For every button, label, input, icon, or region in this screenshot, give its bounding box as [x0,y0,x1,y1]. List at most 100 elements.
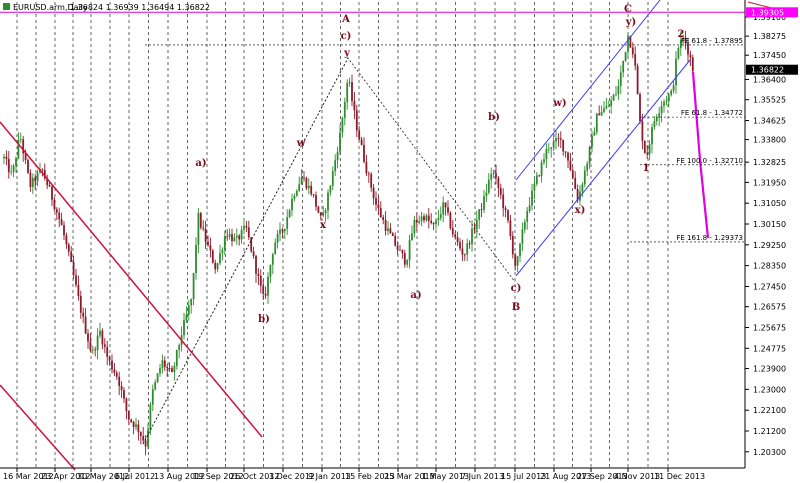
candle-body [415,219,418,223]
y-tick-label: 1.23000 [753,385,786,394]
candle-body [651,127,653,145]
candle-body [473,228,476,230]
x-tick-label: 26 Oct 2012 [230,472,279,481]
candle-body [130,419,133,422]
wave-label: C [624,4,632,15]
candle-body [447,207,449,213]
candle-body [454,234,457,238]
candle-body [648,144,651,155]
x-tick-label: 15 Feb 2013 [345,472,395,481]
candle-body [192,273,195,300]
candle-body [379,208,382,218]
candle-body [511,235,514,255]
y-tick-label: 1.37450 [753,51,786,60]
candle-body [202,227,205,229]
candle-body [43,169,46,179]
candle-body [547,148,550,150]
y-tick-label: 1.38275 [753,32,786,41]
candle-body [331,171,334,186]
candle-body [574,177,577,190]
candle-body [468,243,471,245]
candle-body [41,169,44,170]
candle-body [279,229,281,234]
candle-body [106,346,109,357]
candle-body [490,174,493,180]
candle-body [463,254,466,256]
x-tick-label: 30 May 2012 [77,472,129,481]
candle-body [31,177,34,188]
wave-line-AB [142,57,349,445]
candle-body [324,210,327,214]
candle-body [507,209,509,221]
candle-body [139,432,142,437]
wave-label: x [320,220,327,231]
candle-body [216,263,219,270]
candle-body [559,138,562,140]
candle-body [259,276,262,286]
candle-body [557,138,560,139]
candle-body [456,237,459,243]
candle-body [483,196,485,210]
candle-body [682,37,685,41]
candle-body [382,217,385,221]
candle-body [583,170,586,185]
candle-body [252,251,255,256]
candle-body [406,260,409,265]
candle-body [99,330,101,336]
candle-body [603,108,605,112]
x-tick-label: 25 Mar 2013 [384,472,435,481]
candle-body [514,254,517,266]
y-tick-label: 1.36400 [753,75,786,84]
candle-body [118,376,121,387]
x-tick-label: 13 Aug 2012 [154,472,205,481]
x-tick-label: 4 Nov 2013 [614,472,660,481]
wave-label: c) [341,31,352,42]
candle-body [303,177,305,179]
x-tick-label: 7 Jun 2013 [461,472,504,481]
candle-body [60,219,63,226]
y-tick-label: 1.32825 [753,158,786,167]
candle-body [3,156,5,159]
candle-body [629,35,632,48]
candle-body [576,189,579,201]
candle-body [526,211,529,222]
y-tick-label: 1.20300 [753,448,786,457]
candle-body [226,236,229,238]
candle-body [641,121,644,141]
wave-label: A [341,14,350,25]
wave-label: 1 [643,163,650,174]
candle-body [91,349,94,351]
candle-body [120,386,123,391]
candle-body [79,296,82,313]
candle-body [430,220,433,224]
downtrend-line-lower [0,384,76,471]
candle-body [495,173,497,178]
candle-body [411,233,413,241]
candle-body [449,212,452,229]
candle-body [677,48,680,59]
candle-body [233,237,236,242]
candle-body [355,110,358,131]
candle-body [492,173,495,175]
candle-body [115,372,118,377]
candle-body [7,159,10,173]
candle-body [420,216,423,221]
candle-body [286,217,289,229]
price-badge [746,7,798,18]
candle-body [605,106,608,109]
candle-body [528,205,531,212]
candle-body [367,173,370,175]
y-tick-label: 1.23900 [753,365,786,374]
candle-body [67,244,70,252]
y-tick-label: 1.34625 [753,117,786,126]
candle-body [55,209,58,213]
x-tick-label: 1 May 2013 [422,472,469,481]
candle-body [27,160,29,173]
candle-body [156,373,159,382]
candle-body [499,187,502,195]
candle-body [535,175,538,184]
wave-label: a) [195,158,206,169]
y-tick-label: 1.28350 [753,262,786,271]
